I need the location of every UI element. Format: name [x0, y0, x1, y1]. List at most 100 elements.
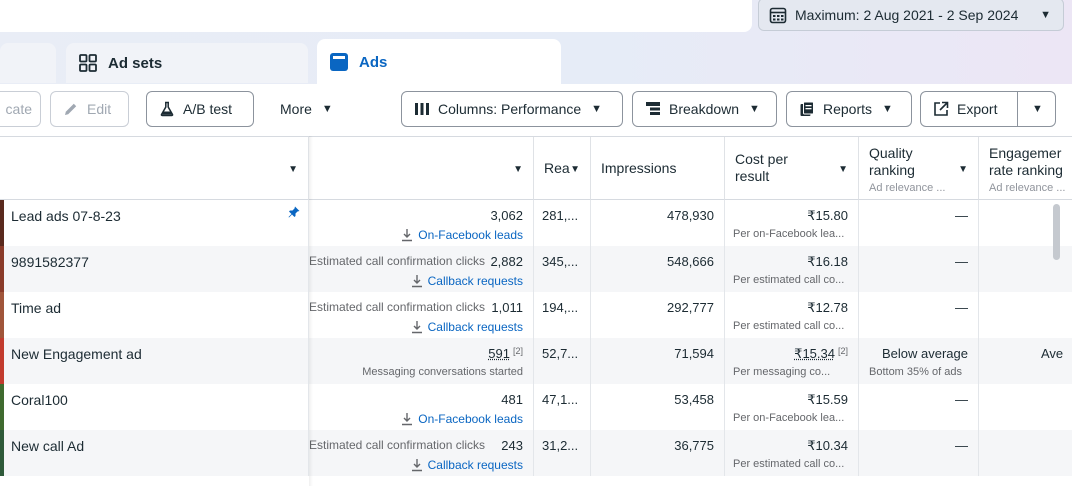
- ad-thumbnail: [0, 384, 4, 430]
- cost-sub-label: Per messaging co...: [733, 366, 831, 378]
- chevron-down-icon: ▼: [513, 164, 523, 175]
- ad-name[interactable]: Lead ads 07-8-23: [11, 208, 121, 224]
- ad-name-cell[interactable]: New Engagement ad: [0, 338, 309, 384]
- reach-value: 281,...: [542, 208, 579, 223]
- impressions-cell: 71,594: [591, 338, 725, 384]
- chevron-down-icon: ▼: [958, 164, 968, 175]
- quality-header-line1: Quality: [869, 145, 913, 161]
- quality-ranking-cell: Below average Bottom 35% of ads: [859, 338, 979, 384]
- table-row[interactable]: New Engagement ad 591 [2] Messaging convers…: [0, 338, 1072, 384]
- table-row[interactable]: Time ad Estimated call confirmation click…: [0, 292, 1072, 338]
- cost-value: ₹10.34: [807, 438, 848, 453]
- engagement-header-line1: Engagemer: [989, 145, 1062, 161]
- pin-icon[interactable]: [288, 206, 300, 218]
- tab-campaigns[interactable]: [0, 43, 56, 83]
- breakdown-button[interactable]: Breakdown ▼: [632, 91, 777, 127]
- engagement-header-sub: Ad relevance ...: [989, 182, 1066, 194]
- reports-button[interactable]: Reports ▼: [786, 91, 912, 127]
- table-row[interactable]: 9891582377 Estimated call confirmation cl…: [0, 246, 1072, 292]
- quality-ranking-cell: —: [859, 384, 979, 430]
- results-cell: Estimated call confirmation clicks 243 Cal…: [309, 430, 534, 476]
- result-type-link[interactable]: Callback requests: [410, 274, 523, 288]
- download-icon: [411, 459, 422, 472]
- ad-name-cell[interactable]: 9891582377: [0, 246, 309, 292]
- chevron-down-icon: ▼: [882, 103, 893, 115]
- impressions-value: 548,666: [667, 254, 714, 269]
- ads-table: ▼ ▼ Rea ▼ Impressions Cost per result ▼ …: [0, 136, 1072, 486]
- impressions-cell: 478,930: [591, 200, 725, 246]
- quality-value: —: [955, 438, 968, 453]
- ad-name-cell[interactable]: New call Ad: [0, 430, 309, 476]
- chevron-down-icon: ▼: [591, 103, 603, 115]
- column-header-name[interactable]: ▼: [0, 137, 309, 200]
- tab-ads-label: Ads: [359, 53, 388, 71]
- tab-ads[interactable]: Ads: [317, 39, 561, 85]
- column-header-quality-ranking[interactable]: Quality ranking Ad relevance ... ▼: [859, 137, 979, 200]
- ab-test-button[interactable]: A/B test: [146, 91, 254, 127]
- ad-name[interactable]: Time ad: [11, 300, 62, 316]
- result-type-link[interactable]: On-Facebook leads: [400, 412, 523, 426]
- result-label: Estimated call confirmation clicks: [309, 438, 486, 452]
- columns-button[interactable]: Columns: Performance ▼: [401, 91, 623, 127]
- impressions-value: 71,594: [674, 346, 714, 361]
- column-header-cost-per-result[interactable]: Cost per result ▼: [725, 137, 859, 200]
- engagement-value: Ave: [1041, 346, 1064, 361]
- cost-sub-label: Per estimated call co...: [733, 320, 845, 332]
- duplicate-button[interactable]: cate: [0, 91, 41, 127]
- cost-value: ₹16.18: [807, 254, 848, 269]
- export-button[interactable]: Export ▼: [920, 91, 1056, 127]
- pencil-icon: [65, 103, 77, 115]
- breakdown-label: Breakdown: [669, 101, 740, 117]
- result-type-link[interactable]: Callback requests: [410, 458, 523, 472]
- edit-button[interactable]: Edit: [50, 91, 129, 127]
- ad-name-cell[interactable]: Lead ads 07-8-23: [0, 200, 309, 246]
- export-dropdown-button[interactable]: ▼: [1017, 92, 1057, 126]
- ad-name[interactable]: New call Ad: [11, 438, 85, 454]
- reach-cell: 194,...: [534, 292, 591, 338]
- tab-ad-sets[interactable]: Ad sets: [66, 43, 308, 83]
- breakdown-icon: [646, 102, 660, 115]
- cost-header-line2: result: [735, 168, 770, 184]
- more-button[interactable]: More ▼: [268, 91, 348, 127]
- vertical-scrollbar[interactable]: [1053, 204, 1060, 260]
- reach-cell: 281,...: [534, 200, 591, 246]
- result-type: Callback requests: [427, 274, 523, 288]
- result-type: Messaging conversations started: [362, 366, 523, 378]
- date-range-button[interactable]: Maximum: 2 Aug 2021 - 2 Sep 2024 ▼: [758, 0, 1064, 31]
- cost-value: ₹15.59: [807, 392, 848, 407]
- export-label: Export: [957, 101, 998, 117]
- cost-per-result-header-label: Cost per result: [735, 151, 788, 185]
- impressions-cell: 292,777: [591, 292, 725, 338]
- impressions-cell: 36,775: [591, 430, 725, 476]
- quality-ranking-cell: —: [859, 200, 979, 246]
- ad-thumbnail: [0, 200, 4, 246]
- edit-label: Edit: [87, 101, 112, 117]
- results-value: 481: [501, 392, 523, 407]
- table-row[interactable]: Coral100 481 On-Facebook leads 47,1... 53,45…: [0, 384, 1072, 430]
- ad-name[interactable]: 9891582377: [11, 254, 89, 270]
- table-row[interactable]: Lead ads 07-8-23 3,062 On-Facebook leads 28…: [0, 200, 1072, 246]
- results-value: 591 [2]: [488, 346, 523, 361]
- cost-header-line1: Cost per: [735, 151, 788, 167]
- chevron-down-icon: ▼: [749, 103, 760, 115]
- tab-ad-sets-label: Ad sets: [108, 54, 163, 72]
- ad-name-cell[interactable]: Coral100: [0, 384, 309, 430]
- engagement-ranking-cell: [979, 292, 1072, 338]
- column-header-engagement-ranking[interactable]: Engagemer rate ranking Ad relevance ...: [979, 137, 1072, 200]
- table-row[interactable]: New call Ad Estimated call confirmation c…: [0, 430, 1072, 476]
- result-type-link[interactable]: On-Facebook leads: [400, 228, 523, 242]
- toolbar: cate Edit A/B test More ▼ Columns: Perfo…: [0, 84, 1072, 136]
- results-cell: Estimated call confirmation clicks 1,011 C…: [309, 292, 534, 338]
- result-type-link[interactable]: Callback requests: [410, 320, 523, 334]
- duplicate-label: cate: [5, 101, 32, 117]
- ad-name[interactable]: Coral100: [11, 392, 68, 408]
- ad-name[interactable]: New Engagement ad: [11, 346, 142, 362]
- results-value: 1,011: [491, 300, 523, 315]
- calendar-icon: [769, 7, 787, 23]
- quality-value: —: [955, 208, 968, 223]
- column-header-impressions[interactable]: Impressions: [591, 137, 725, 200]
- ad-name-cell[interactable]: Time ad: [0, 292, 309, 338]
- column-header-results[interactable]: ▼: [309, 137, 534, 200]
- cost-per-result-cell: ₹15.34 [2] Per messaging co...: [725, 338, 859, 384]
- column-header-reach[interactable]: Rea ▼: [534, 137, 591, 200]
